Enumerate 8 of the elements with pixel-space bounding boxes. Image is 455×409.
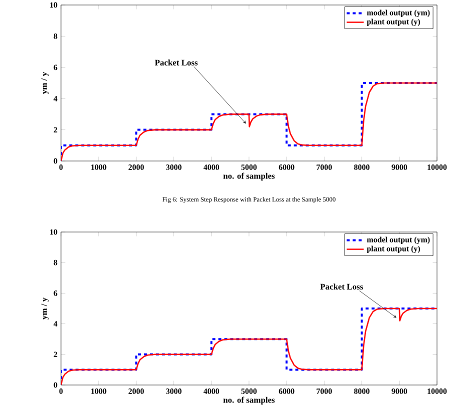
y-axis-title: ym / y bbox=[41, 298, 49, 320]
x-axis-title: no. of samples bbox=[223, 172, 275, 180]
annotation: Packet Loss bbox=[320, 284, 364, 290]
y-axis-title: ym / y bbox=[41, 72, 49, 94]
line-series bbox=[61, 308, 438, 385]
annotation: Packet Loss bbox=[154, 60, 198, 66]
x-axis-title: no. of samples bbox=[223, 396, 275, 404]
line-series bbox=[61, 82, 438, 161]
